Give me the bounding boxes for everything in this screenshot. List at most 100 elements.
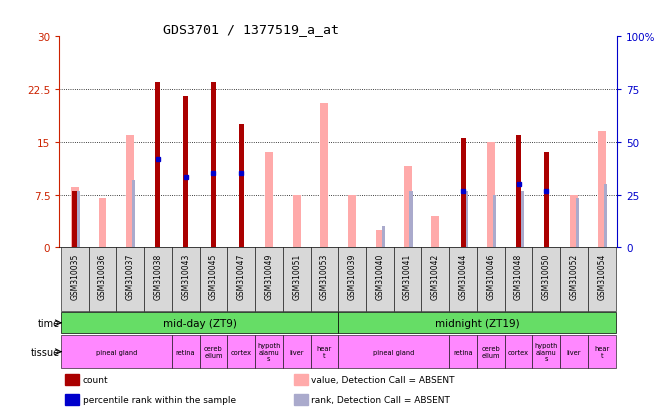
Text: GSM310035: GSM310035 [70, 253, 79, 299]
Bar [183, 97, 188, 248]
Text: hear
t: hear t [317, 346, 332, 358]
Bar [533, 335, 560, 368]
Bar [604, 185, 607, 248]
Bar [588, 248, 616, 311]
Bar [211, 174, 216, 248]
Bar [449, 335, 477, 368]
Bar [77, 192, 80, 248]
Bar [132, 181, 135, 248]
Text: tissue: tissue [31, 347, 60, 357]
Bar [155, 83, 160, 248]
Text: GSM310052: GSM310052 [570, 253, 579, 299]
Bar [381, 227, 385, 248]
Bar [199, 335, 227, 368]
Text: GSM310051: GSM310051 [292, 253, 301, 299]
Bar [294, 394, 308, 405]
Bar [505, 335, 533, 368]
Bar [376, 230, 383, 248]
Text: hear
t: hear t [594, 346, 609, 358]
Text: midnight (ZT19): midnight (ZT19) [435, 318, 519, 328]
Text: cortex: cortex [230, 349, 251, 355]
Bar [255, 335, 282, 368]
Bar [72, 192, 77, 248]
Text: count: count [82, 375, 108, 384]
Bar [544, 192, 549, 248]
Bar [227, 248, 255, 311]
Text: cereb
ellum: cereb ellum [204, 346, 223, 358]
Bar [560, 335, 588, 368]
Bar [449, 248, 477, 311]
Text: cereb
ellum: cereb ellum [482, 346, 500, 358]
Text: GSM310048: GSM310048 [514, 253, 523, 299]
Bar [338, 248, 366, 311]
Text: GSM310053: GSM310053 [320, 253, 329, 299]
Text: hypoth
alamu
s: hypoth alamu s [257, 342, 280, 361]
Bar [505, 248, 533, 311]
Bar [294, 374, 308, 385]
Bar [432, 216, 440, 248]
Bar [255, 248, 282, 311]
Text: hypoth
alamu
s: hypoth alamu s [535, 342, 558, 361]
Bar [155, 160, 160, 248]
Text: cortex: cortex [508, 349, 529, 355]
Bar [544, 153, 549, 248]
Bar [282, 248, 310, 311]
Text: GSM310041: GSM310041 [403, 253, 412, 299]
Bar [321, 104, 328, 248]
Text: GSM310042: GSM310042 [431, 253, 440, 299]
Bar [61, 248, 88, 311]
Bar [492, 195, 496, 248]
Bar [409, 192, 412, 248]
Bar [461, 139, 465, 248]
Text: GSM310044: GSM310044 [459, 253, 467, 299]
Text: GSM310040: GSM310040 [376, 253, 384, 299]
Bar [172, 335, 199, 368]
Text: mid-day (ZT9): mid-day (ZT9) [162, 318, 236, 328]
Text: GSM310045: GSM310045 [209, 253, 218, 299]
Bar [533, 248, 560, 311]
Bar [310, 335, 338, 368]
Bar [576, 199, 579, 248]
Text: retina: retina [453, 349, 473, 355]
Text: GSM310037: GSM310037 [125, 253, 135, 299]
Text: GSM310054: GSM310054 [597, 253, 607, 299]
Bar [282, 335, 310, 368]
Bar [144, 248, 172, 311]
Bar [88, 248, 116, 311]
Bar [338, 313, 616, 333]
Bar [461, 192, 465, 248]
Text: GSM310046: GSM310046 [486, 253, 496, 299]
Text: GSM310038: GSM310038 [153, 253, 162, 299]
Text: GSM310039: GSM310039 [348, 253, 356, 299]
Bar [588, 335, 616, 368]
Text: GSM310050: GSM310050 [542, 253, 551, 299]
Bar [348, 195, 356, 248]
Text: GSM310036: GSM310036 [98, 253, 107, 299]
Bar [560, 248, 588, 311]
Bar [265, 153, 273, 248]
Text: liver: liver [289, 349, 304, 355]
Text: GSM310047: GSM310047 [237, 253, 246, 299]
Bar [487, 142, 495, 248]
Bar [465, 192, 468, 248]
Bar [477, 248, 505, 311]
Text: liver: liver [567, 349, 581, 355]
Text: percentile rank within the sample: percentile rank within the sample [82, 395, 236, 404]
Bar [126, 135, 134, 248]
Text: value, Detection Call = ABSENT: value, Detection Call = ABSENT [312, 375, 455, 384]
Text: time: time [38, 318, 60, 328]
Bar [521, 192, 524, 248]
Bar [199, 248, 227, 311]
Bar [394, 248, 422, 311]
Bar [516, 135, 521, 248]
Bar [239, 125, 244, 248]
Text: GDS3701 / 1377519_a_at: GDS3701 / 1377519_a_at [163, 23, 339, 36]
Bar [570, 195, 578, 248]
Bar [477, 335, 505, 368]
Bar [65, 374, 79, 385]
Bar [310, 248, 338, 311]
Bar [71, 188, 79, 248]
Text: pineal gland: pineal gland [96, 349, 137, 355]
Bar [183, 178, 188, 248]
Bar [293, 195, 300, 248]
